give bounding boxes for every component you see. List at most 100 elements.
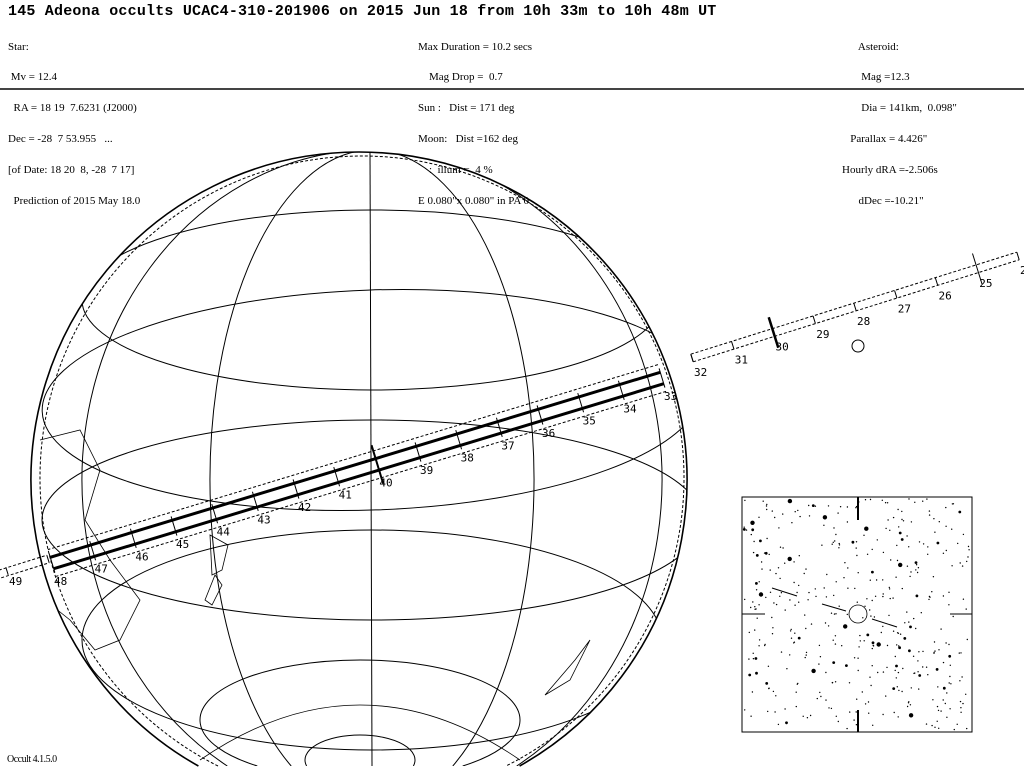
star (750, 606, 752, 609)
star (856, 601, 858, 603)
earth-globe (30, 151, 688, 767)
star (798, 555, 800, 557)
star (950, 683, 952, 685)
star (810, 623, 813, 625)
star-chart-frame (741, 496, 973, 733)
star (772, 690, 775, 693)
star (771, 633, 774, 635)
star (863, 534, 865, 536)
star (832, 541, 834, 543)
time-label: 35 (583, 415, 596, 428)
star (901, 518, 903, 521)
star (928, 514, 931, 516)
star (775, 695, 777, 697)
time-tick (129, 528, 137, 549)
target-star-circle (848, 604, 868, 624)
star (884, 502, 887, 504)
star (796, 591, 798, 594)
asteroid-line: Asteroid: (842, 40, 899, 53)
star (780, 651, 783, 653)
star (936, 720, 938, 722)
star (843, 577, 845, 579)
star (959, 680, 961, 682)
star-chart (741, 496, 973, 733)
time-label: 44 (217, 526, 231, 539)
star (816, 697, 818, 700)
star (814, 588, 816, 590)
star (768, 553, 770, 556)
star (915, 569, 917, 571)
star (834, 681, 837, 683)
time-label: 27 (898, 302, 911, 315)
star (945, 642, 947, 644)
star (890, 559, 892, 561)
star (958, 652, 960, 654)
star (761, 568, 763, 570)
star (771, 510, 773, 512)
star (948, 654, 952, 658)
star (824, 622, 827, 624)
star (906, 611, 908, 613)
star (789, 654, 791, 656)
time-tick (536, 405, 544, 425)
star (915, 564, 918, 566)
star (818, 663, 820, 665)
meridian (81, 152, 663, 766)
star (755, 671, 758, 675)
star (838, 547, 840, 549)
star (802, 715, 804, 717)
star (828, 707, 830, 709)
star-line: RA = 18 19 7.6231 (J2000) (8, 102, 137, 115)
star (951, 565, 953, 567)
star (833, 527, 835, 529)
star (914, 672, 916, 674)
time-label: 24 (1020, 264, 1024, 277)
star (889, 597, 891, 600)
star (945, 506, 947, 509)
star (931, 724, 933, 727)
star (857, 572, 859, 574)
star (960, 711, 962, 713)
time-label: 29 (816, 328, 829, 341)
star (896, 559, 899, 562)
star (908, 498, 910, 500)
star (933, 652, 935, 654)
star (876, 642, 881, 647)
star (959, 562, 961, 564)
star (853, 657, 856, 659)
star (825, 671, 827, 674)
parallel (41, 419, 687, 621)
star (898, 646, 901, 650)
star (755, 582, 758, 585)
star (887, 519, 889, 521)
star (915, 594, 919, 598)
star (823, 587, 825, 589)
star (898, 531, 902, 535)
star (790, 637, 793, 639)
time-label: 45 (176, 538, 189, 551)
star (871, 665, 873, 667)
time-label: 41 (339, 489, 352, 502)
star (871, 548, 873, 551)
star (958, 510, 962, 514)
coastline-antarctica (199, 704, 521, 761)
star (771, 616, 773, 619)
asteroid-position-marker (851, 339, 865, 353)
star (764, 643, 766, 646)
star (758, 581, 760, 583)
star (949, 664, 951, 666)
star (948, 604, 950, 606)
star (898, 689, 900, 692)
star-line: Dec = -28 7 53.955 ... (8, 133, 113, 146)
star (912, 655, 915, 657)
star (871, 570, 874, 574)
star (901, 587, 903, 590)
star (822, 515, 828, 520)
star (864, 605, 866, 607)
star-line: Star: (8, 40, 29, 53)
star (748, 631, 750, 634)
star (831, 682, 834, 684)
star (830, 612, 833, 614)
time-label: 32 (694, 366, 707, 379)
star (837, 720, 839, 723)
